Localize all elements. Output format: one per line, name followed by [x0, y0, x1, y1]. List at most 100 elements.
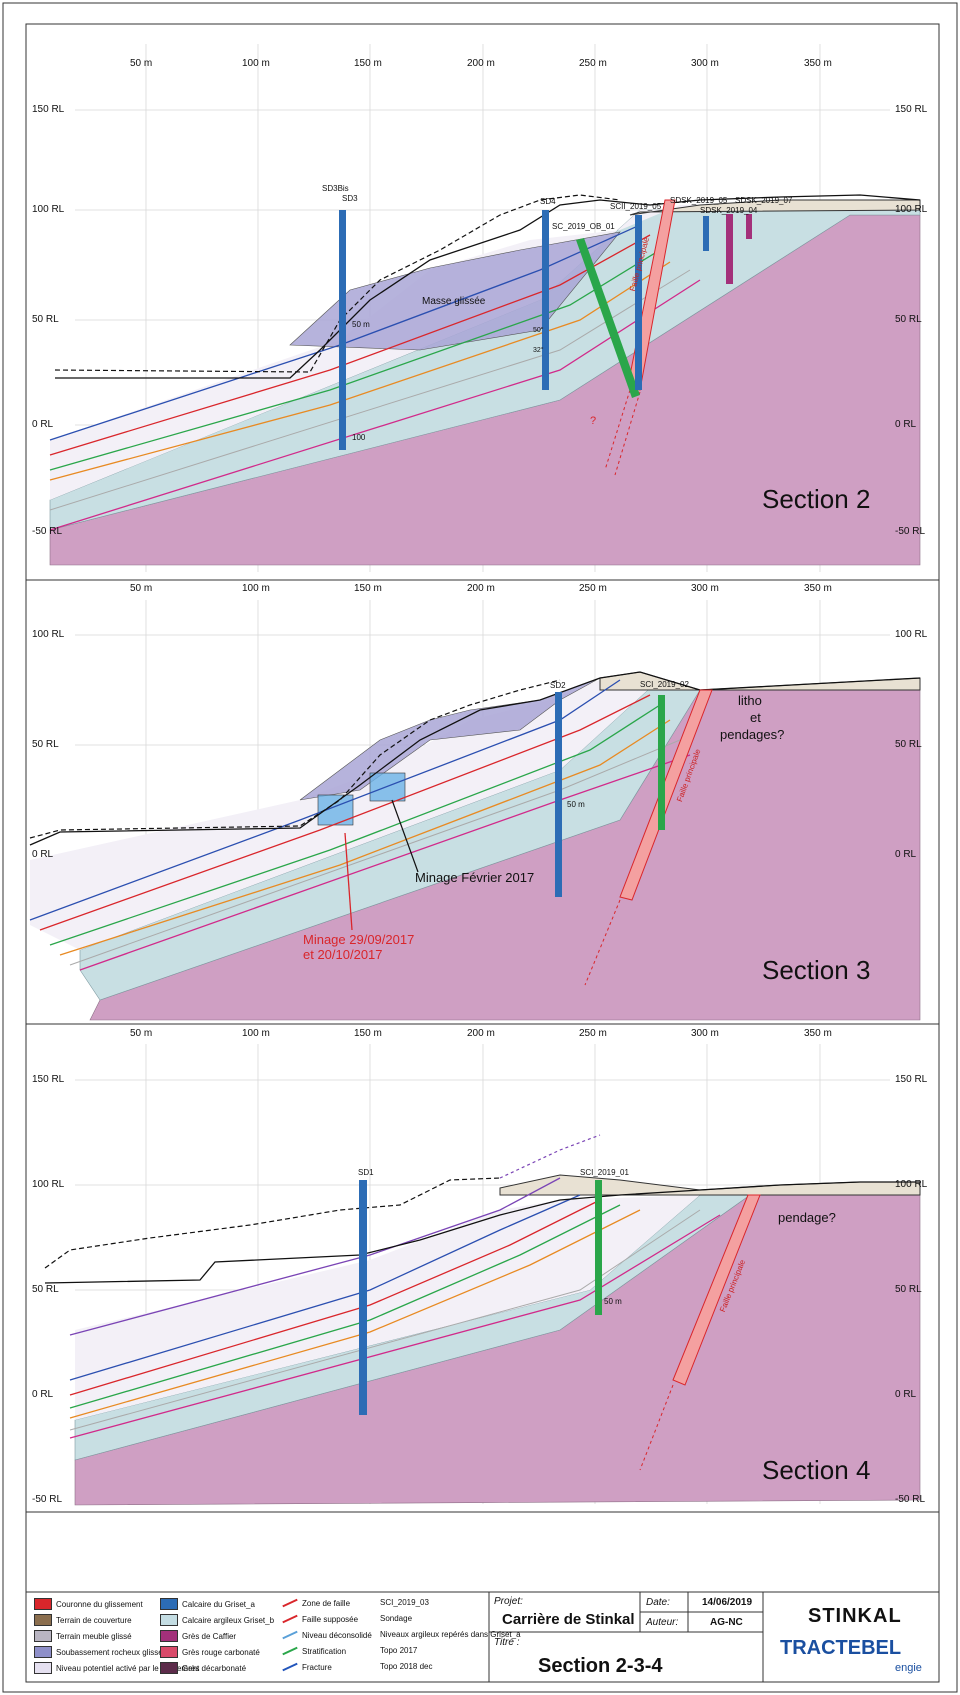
rl-tick-label: 150 RL — [895, 1074, 928, 1085]
section-2-topo-2017 — [54, 194, 621, 373]
section-3-arrow-minage-sept — [344, 832, 353, 931]
legend-line-symbol — [282, 1630, 298, 1640]
section-4-stratum-grey — [69, 1209, 701, 1431]
section-2-cover — [629, 199, 921, 216]
title-block-frame — [488, 1591, 940, 1683]
section-4-stratum-green — [69, 1204, 621, 1409]
legend-item: Grès de Caffier — [160, 1630, 236, 1642]
legend-label: Calcaire du Griset_a — [182, 1599, 255, 1609]
section-2-stratum-blue — [49, 224, 641, 441]
legend-swatch — [34, 1662, 52, 1674]
label-depth-50-s3: 50 m — [567, 800, 585, 809]
title-block — [488, 1591, 940, 1683]
section-2-panel — [25, 23, 940, 581]
section-3-panel — [25, 579, 940, 1025]
x-tick-label: 200 m — [467, 1028, 495, 1039]
section-2-stratum-orange — [49, 261, 671, 481]
legend-item: Couronne du glissement — [34, 1598, 143, 1610]
section-3-topo-2018 — [29, 671, 921, 846]
rl-tick-label: 100 RL — [895, 1179, 928, 1190]
legend-item: Stratification — [282, 1646, 346, 1656]
x-tick-label: 300 m — [691, 58, 719, 69]
section-4-stratum-blue — [69, 1194, 581, 1381]
borehole-label-sd2: SD2 — [550, 681, 566, 690]
section-4-stratum-projection — [499, 1134, 601, 1179]
legend-item: Grès décarbonaté — [160, 1662, 246, 1674]
legend-line-symbol — [282, 1646, 298, 1656]
x-tick-label: 50 m — [130, 1028, 153, 1039]
label-pendages: pendages? — [720, 727, 785, 742]
section-3-stratum-orange — [59, 719, 671, 956]
label-depth-50-s2: 50 m — [352, 320, 370, 329]
section-4-stratum-red — [69, 1199, 601, 1396]
author-value: AG-NC — [710, 1617, 743, 1628]
x-tick-label: 100 m — [242, 583, 270, 594]
author-label: Auteur: — [646, 1617, 679, 1628]
section-2-title: Section 2 — [762, 484, 871, 514]
legend-swatch — [34, 1646, 52, 1658]
legend-label: Niveaux argileux repérés dans Griset_a — [380, 1630, 521, 1639]
legend-item: Faille supposée — [282, 1614, 358, 1624]
project-label: Projet: — [494, 1596, 523, 1607]
project-value: Carrière de Stinkal — [502, 1611, 635, 1628]
rl-tick-label: 0 RL — [32, 419, 54, 430]
section-4-potential-level — [75, 1195, 700, 1420]
section-3-arrow-minage-fev — [391, 799, 419, 873]
legend-swatch — [160, 1662, 178, 1674]
legend-item: Topo 2017 — [380, 1646, 417, 1655]
section-2-borehole-sdsk-05 — [703, 216, 709, 251]
x-tick-label: 300 m — [691, 1028, 719, 1039]
borehole-label-sd3bis: SD3Bis — [322, 184, 349, 193]
x-tick-label: 50 m — [130, 583, 153, 594]
legend-item: Terrain meuble glissé — [34, 1630, 132, 1642]
section-3-fault-zone — [619, 689, 713, 901]
legend-swatch — [160, 1646, 178, 1658]
section-4-stratum-magenta — [69, 1214, 721, 1439]
legend-line-symbol — [282, 1662, 298, 1672]
section-3-topo-2017 — [29, 679, 561, 839]
x-tick-label: 350 m — [804, 58, 832, 69]
section-2-borehole-sc-ob — [576, 238, 640, 398]
section-2-stratum-green — [49, 249, 661, 471]
stinkal-logo: STINKAL — [808, 1605, 902, 1627]
section-2-topo-2018 — [55, 194, 921, 379]
rl-tick-label: 50 RL — [895, 314, 922, 325]
legend-item: Terrain de couverture — [34, 1614, 132, 1626]
section-4-borehole-sci-01 — [595, 1180, 602, 1315]
section-4-title: Section 4 — [762, 1455, 871, 1485]
section-3-stratum-red — [39, 694, 651, 931]
date-label: Date: — [646, 1597, 670, 1608]
borehole-label-sd4: SD4 — [540, 197, 556, 206]
borehole-label-sci-01: SCI_2019_01 — [580, 1168, 629, 1177]
tractebel-logo: TRACTEBEL — [780, 1637, 902, 1659]
x-tick-label: 150 m — [354, 1028, 382, 1039]
legend-item: SCI_2019_03 — [380, 1598, 429, 1607]
x-tick-label: 100 m — [242, 58, 270, 69]
x-tick-label: 100 m — [242, 1028, 270, 1039]
borehole-label-sdsk-07: SDSK_2019_07 — [735, 196, 793, 205]
x-tick-label: 50 m — [130, 58, 153, 69]
section-2-slide-mass — [289, 231, 621, 351]
legend-item: Niveaux argileux repérés dans Griset_a — [380, 1630, 521, 1639]
section-2-borehole-sd3 — [339, 210, 346, 450]
label-litho: litho — [738, 693, 762, 708]
label-minage-sept: Minage 29/09/2017 — [303, 932, 415, 947]
legend-item: Calcaire du Griset_a — [160, 1598, 255, 1610]
legend-swatch — [34, 1614, 52, 1626]
borehole-label-scii: SCII_2019_05 — [610, 202, 662, 211]
borehole-label-sd3: SD3 — [342, 194, 358, 203]
legend-label: Topo 2018 dec — [380, 1662, 433, 1671]
section-2-borehole-sdsk-07 — [746, 214, 752, 239]
rl-tick-label: 0 RL — [32, 849, 54, 860]
label-minage-oct: et 20/10/2017 — [303, 947, 383, 962]
label-minage-fevrier: Minage Février 2017 — [415, 870, 535, 885]
section-2-fault-extension-2 — [614, 391, 641, 476]
legend-label: Sondage — [380, 1614, 413, 1623]
legend-swatch — [160, 1630, 178, 1642]
engie-logo: engie — [895, 1662, 922, 1674]
rl-tick-label: 50 RL — [32, 314, 59, 325]
legend-swatch — [160, 1598, 178, 1610]
section-3-title: Section 3 — [762, 955, 871, 985]
legend-label: Grès rouge carbonaté — [182, 1647, 260, 1657]
legend-label: Grès de Caffier — [182, 1631, 237, 1641]
